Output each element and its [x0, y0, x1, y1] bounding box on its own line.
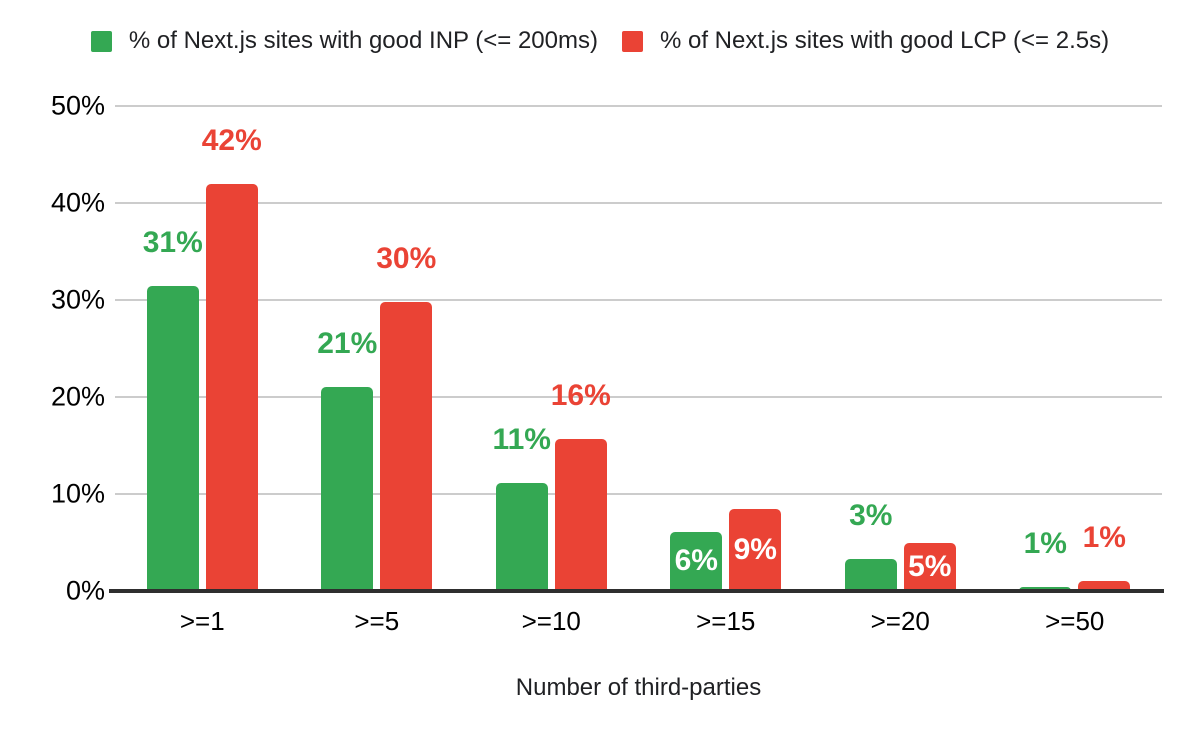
bar-lcp-5: 1%	[1078, 521, 1131, 591]
x-axis-title: Number of third-parties	[515, 674, 762, 701]
bar-label-lcp-0: 42%	[201, 123, 262, 157]
bar-group-0: 31% 42%	[115, 106, 290, 591]
bar-label-inp-3: 6%	[674, 544, 718, 578]
bar-label-lcp-4: 5%	[908, 549, 952, 583]
bar-inp-1: 21%	[317, 327, 377, 591]
y-tick-label-10: 10%	[50, 478, 105, 509]
bar-inp-2: 11%	[493, 423, 551, 591]
bar-group-1: 21% 30%	[290, 106, 465, 591]
bar-lcp-0: 42%	[202, 124, 262, 591]
bar-label-inp-4: 3%	[849, 499, 893, 532]
gridline-20	[115, 396, 1162, 398]
gridline-30	[115, 299, 1162, 301]
bar-group-2: 11% 16%	[464, 106, 639, 591]
bar-label-lcp-2: 16%	[550, 378, 611, 412]
gridline-10	[115, 493, 1162, 495]
gridline-50	[115, 105, 1162, 107]
x-tick-label-1: >=5	[354, 606, 400, 636]
x-tick-label-3: >=15	[696, 606, 756, 636]
legend-label-inp: % of Next.js sites with good INP (<= 200…	[128, 27, 598, 54]
bar-group-3: 6% 9%	[639, 106, 814, 591]
bar-label-lcp-1: 30%	[376, 241, 437, 275]
y-axis: 0% 10% 20% 30% 40% 50%	[0, 91, 105, 606]
gridline-40	[115, 202, 1162, 204]
x-axis-labels: >=1 >=5 >=10 >=15 >=20 >=50	[115, 606, 1162, 637]
bar-lcp-4: 5%	[903, 542, 956, 591]
y-tick-label-30: 30%	[50, 284, 105, 315]
legend-item-inp: % of Next.js sites with good INP (<= 200…	[90, 27, 598, 55]
x-axis-line	[109, 589, 1164, 593]
y-tick-label-50: 50%	[50, 90, 105, 121]
bar-group-4: 3% 5%	[813, 106, 988, 591]
bar-group-5: 1% 1%	[988, 106, 1163, 591]
bar-groups: 31% 42% 21% 30% 11% 16% 6% 9% 3% 5% 1% 1%	[115, 106, 1162, 591]
bar-label-lcp-3: 9%	[733, 532, 777, 566]
bar-lcp-2: 16%	[551, 379, 611, 591]
bar-label-lcp-5: 1%	[1082, 521, 1126, 555]
x-tick-label-5: >=50	[1045, 606, 1105, 636]
x-tick-label-0: >=1	[179, 606, 225, 636]
bar-inp-0: 31%	[143, 226, 203, 591]
y-tick-label-0: 0%	[65, 575, 105, 606]
bar-label-inp-0: 31%	[142, 226, 203, 260]
legend-item-lcp: % of Next.js sites with good LCP (<= 2.5…	[621, 27, 1110, 55]
legend-swatch-inp	[90, 30, 112, 52]
legend: % of Next.js sites with good INP (<= 200…	[0, 27, 1200, 55]
bar-label-inp-2: 11%	[492, 423, 551, 457]
bar-lcp-1: 30%	[376, 242, 436, 591]
plot-area: 31% 42% 21% 30% 11% 16% 6% 9% 3% 5% 1% 1%	[109, 105, 1164, 593]
legend-swatch-lcp	[621, 30, 643, 52]
bar-inp-3: 6%	[670, 531, 723, 591]
bar-lcp-3: 9%	[729, 508, 782, 591]
bar-inp-4: 3%	[844, 499, 897, 591]
y-tick-label-20: 20%	[50, 381, 105, 412]
bar-label-inp-1: 21%	[317, 327, 378, 361]
y-tick-label-40: 40%	[50, 187, 105, 218]
legend-label-lcp: % of Next.js sites with good LCP (<= 2.5…	[659, 27, 1110, 54]
bar-label-inp-5: 1%	[1023, 527, 1067, 561]
x-tick-label-2: >=10	[521, 606, 581, 636]
x-tick-label-4: >=20	[870, 606, 930, 636]
